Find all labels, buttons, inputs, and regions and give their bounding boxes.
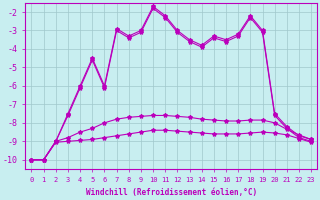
- X-axis label: Windchill (Refroidissement éolien,°C): Windchill (Refroidissement éolien,°C): [86, 188, 257, 197]
